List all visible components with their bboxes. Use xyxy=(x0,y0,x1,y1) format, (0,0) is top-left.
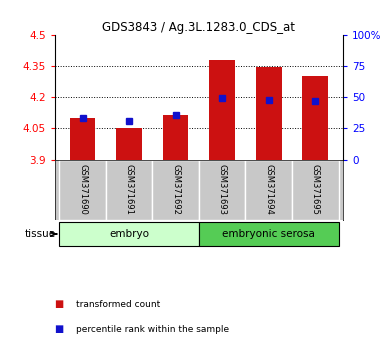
Text: GSM371694: GSM371694 xyxy=(264,165,273,215)
Text: GSM371692: GSM371692 xyxy=(171,165,180,215)
Bar xyxy=(245,160,292,220)
Text: GSM371695: GSM371695 xyxy=(311,165,320,215)
Text: GSM371690: GSM371690 xyxy=(78,165,87,215)
Bar xyxy=(106,160,152,220)
Bar xyxy=(152,160,199,220)
Title: GDS3843 / Ag.3L.1283.0_CDS_at: GDS3843 / Ag.3L.1283.0_CDS_at xyxy=(103,21,295,34)
Bar xyxy=(256,68,282,160)
Bar xyxy=(199,222,339,246)
Text: percentile rank within the sample: percentile rank within the sample xyxy=(76,325,229,334)
Bar xyxy=(70,118,95,160)
Text: tissue: tissue xyxy=(25,229,55,239)
Bar xyxy=(59,222,199,246)
Bar xyxy=(303,76,328,160)
Bar xyxy=(292,160,339,220)
Text: embryo: embryo xyxy=(109,229,149,239)
Bar xyxy=(209,60,235,160)
Text: GSM371693: GSM371693 xyxy=(218,164,227,215)
Text: transformed count: transformed count xyxy=(76,300,160,309)
Bar xyxy=(163,115,188,160)
Text: GSM371691: GSM371691 xyxy=(124,165,134,215)
Bar xyxy=(116,129,142,160)
Text: embryonic serosa: embryonic serosa xyxy=(222,229,315,239)
Text: ■: ■ xyxy=(55,324,64,334)
Bar xyxy=(199,160,245,220)
Text: ■: ■ xyxy=(55,299,64,309)
Bar xyxy=(59,160,106,220)
